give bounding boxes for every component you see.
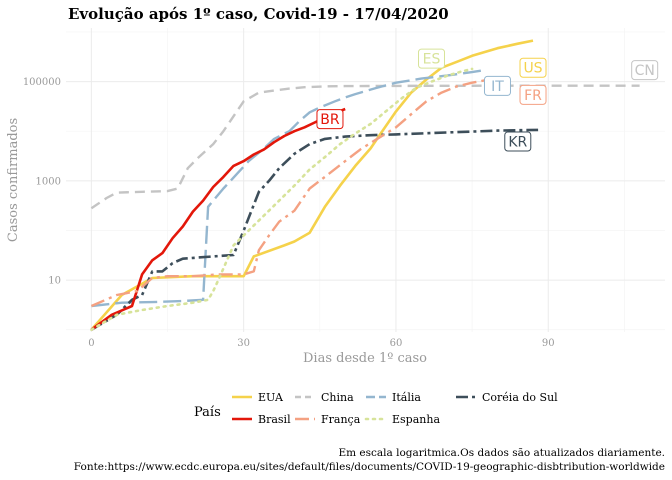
series-line-kr bbox=[90, 128, 539, 331]
y-tick-label: 100000 bbox=[23, 77, 61, 88]
series-label-es: ES bbox=[417, 48, 445, 69]
y-tick-label: 10 bbox=[48, 276, 61, 287]
legend-item-es: Espanha bbox=[364, 413, 440, 426]
legend-label: Brasil bbox=[258, 413, 291, 426]
series-label-it: IT bbox=[483, 75, 511, 96]
series-label-text: KR bbox=[508, 135, 527, 151]
legend-title: País bbox=[194, 405, 221, 420]
series-label-text: CN bbox=[635, 63, 655, 79]
legend-label: França bbox=[321, 413, 361, 426]
legend-item-us: EUA bbox=[232, 391, 284, 404]
caption-line-2: Fonte:https://www.ecdc.europa.eu/sites/d… bbox=[74, 461, 665, 473]
x-axis-title: Dias desde 1º caso bbox=[303, 351, 427, 366]
legend-label: EUA bbox=[258, 391, 284, 404]
legend-item-br: Brasil bbox=[232, 413, 291, 426]
legend-label: Itália bbox=[392, 391, 421, 404]
series-label-box bbox=[519, 57, 547, 78]
series-label-box bbox=[631, 60, 659, 81]
y-axis-ticks: 10 1000 100000 bbox=[23, 77, 61, 287]
plot-panel: US CN IT KR BR FR ES bbox=[66, 28, 665, 332]
series-line-it bbox=[91, 69, 483, 308]
series-label-text: BR bbox=[320, 112, 340, 128]
legend-item-it: Itália bbox=[366, 391, 421, 404]
series-label-box bbox=[417, 48, 445, 69]
x-axis-ticks: 0 30 60 90 bbox=[88, 338, 554, 349]
series-label-text: IT bbox=[491, 79, 504, 95]
series-lines bbox=[90, 39, 640, 331]
series-label-text: US bbox=[523, 61, 542, 77]
series-label-text: FR bbox=[524, 88, 542, 104]
series-line-br bbox=[90, 107, 346, 331]
series-label-box bbox=[504, 131, 532, 152]
series-label-box bbox=[519, 84, 547, 105]
series-line-fr bbox=[90, 78, 488, 308]
legend-label: Espanha bbox=[392, 413, 440, 426]
legend-item-fr: França bbox=[295, 413, 361, 426]
x-tick-label: 0 bbox=[88, 338, 94, 349]
series-label-cn: CN bbox=[631, 60, 659, 81]
legend-label: China bbox=[321, 391, 354, 404]
series-line-us bbox=[90, 39, 534, 331]
legend-label: Coréia do Sul bbox=[482, 391, 558, 404]
series-line-es bbox=[90, 67, 474, 331]
grid bbox=[66, 28, 665, 332]
legend-item-kr: Coréia do Sul bbox=[456, 391, 558, 404]
legend: País EUA China Itália Coréia do Sul Brasil Fr… bbox=[194, 391, 558, 426]
caption-line-1: Em escala logaritmica.Os dados são atual… bbox=[338, 447, 665, 459]
y-tick-label: 1000 bbox=[36, 176, 61, 187]
series-label-text: ES bbox=[423, 52, 441, 68]
series-label-us: US bbox=[519, 57, 547, 78]
legend-item-cn: China bbox=[295, 391, 354, 404]
series-label-kr: KR bbox=[504, 131, 532, 152]
series-label-br: BR bbox=[316, 109, 344, 130]
series-line-cn bbox=[90, 84, 640, 210]
chart-title: Evolução após 1º caso, Covid-19 - 17/04/… bbox=[68, 5, 449, 23]
x-tick-label: 90 bbox=[542, 338, 555, 349]
x-tick-label: 60 bbox=[390, 338, 403, 349]
y-axis-title: Casos confirmados bbox=[6, 118, 21, 242]
x-tick-label: 30 bbox=[237, 338, 250, 349]
series-label-box bbox=[483, 75, 511, 96]
series-labels: US CN IT KR BR FR ES bbox=[316, 48, 659, 152]
series-label-fr: FR bbox=[519, 84, 547, 105]
series-label-box bbox=[316, 109, 344, 130]
